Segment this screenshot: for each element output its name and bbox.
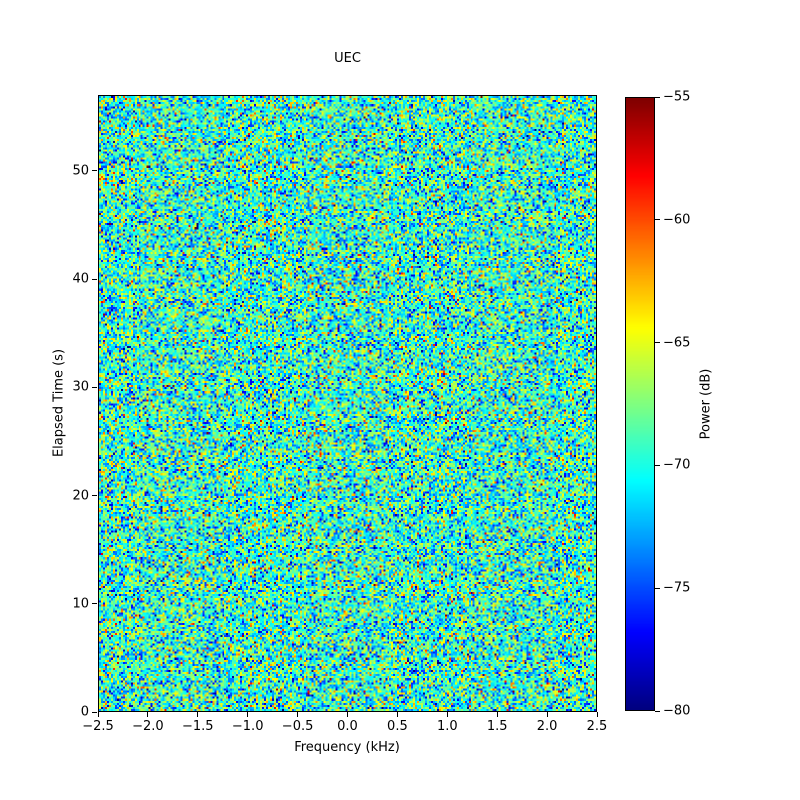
x-tick-label: −2.5 [82, 719, 114, 734]
colorbar-tick-label: −70 [663, 457, 691, 473]
x-tick-mark [496, 712, 498, 717]
x-tick-label: 2.5 [586, 719, 608, 734]
x-tick-mark [247, 712, 249, 717]
chart-title: UEC [334, 51, 361, 66]
colorbar-tick-label: −60 [663, 212, 691, 228]
x-tick-mark [446, 712, 448, 717]
colorbar [625, 97, 655, 711]
y-tick-mark [92, 711, 97, 713]
colorbar-tick-label: −55 [663, 89, 691, 105]
x-tick-mark [596, 712, 598, 717]
colorbar-tick-mark [655, 219, 660, 221]
x-tick-mark [97, 712, 99, 717]
x-tick-label: −0.5 [281, 719, 314, 734]
colorbar-tick-mark [655, 96, 660, 98]
heatmap-canvas [99, 96, 596, 711]
x-tick-label: −1.5 [182, 719, 214, 734]
x-tick-label: 2.0 [536, 719, 558, 734]
x-tick-mark [347, 712, 348, 717]
y-tick-label: 20 [72, 488, 89, 503]
heatmap-plot [98, 95, 597, 712]
x-tick-mark [147, 712, 149, 717]
x-tick-label: 1.5 [486, 719, 508, 734]
y-tick-mark [92, 386, 97, 388]
x-tick-label: −1.0 [231, 719, 264, 734]
x-tick-mark [197, 712, 199, 717]
y-tick-mark [92, 603, 97, 605]
x-tick-mark [546, 712, 548, 717]
x-tick-label: 0.0 [337, 719, 358, 734]
colorbar-label: Power (dB) [698, 368, 714, 440]
y-tick-label: 0 [80, 704, 89, 720]
x-tick-label: 1.0 [436, 719, 458, 734]
x-tick-label: 0.5 [387, 719, 408, 734]
colorbar-tick-mark [655, 342, 660, 344]
colorbar-canvas [626, 98, 654, 710]
y-axis-label: Elapsed Time (s) [51, 348, 67, 458]
x-axis-label: Frequency (kHz) [294, 740, 400, 755]
x-tick-mark [297, 712, 299, 717]
y-tick-label: 30 [72, 379, 89, 395]
y-tick-label: 10 [72, 596, 89, 612]
colorbar-tick-label: −65 [663, 335, 691, 351]
x-tick-label: −2.0 [132, 719, 164, 734]
y-tick-mark [92, 495, 97, 496]
y-tick-label: 50 [72, 163, 89, 179]
y-tick-mark [92, 170, 97, 172]
x-tick-mark [396, 712, 398, 717]
y-tick-label: 40 [72, 271, 89, 287]
colorbar-tick-mark [655, 587, 660, 589]
y-tick-mark [92, 278, 97, 280]
colorbar-tick-label: −80 [663, 703, 691, 719]
colorbar-tick-mark [655, 710, 660, 712]
colorbar-tick-label: −75 [663, 580, 691, 596]
colorbar-tick-mark [655, 464, 660, 466]
